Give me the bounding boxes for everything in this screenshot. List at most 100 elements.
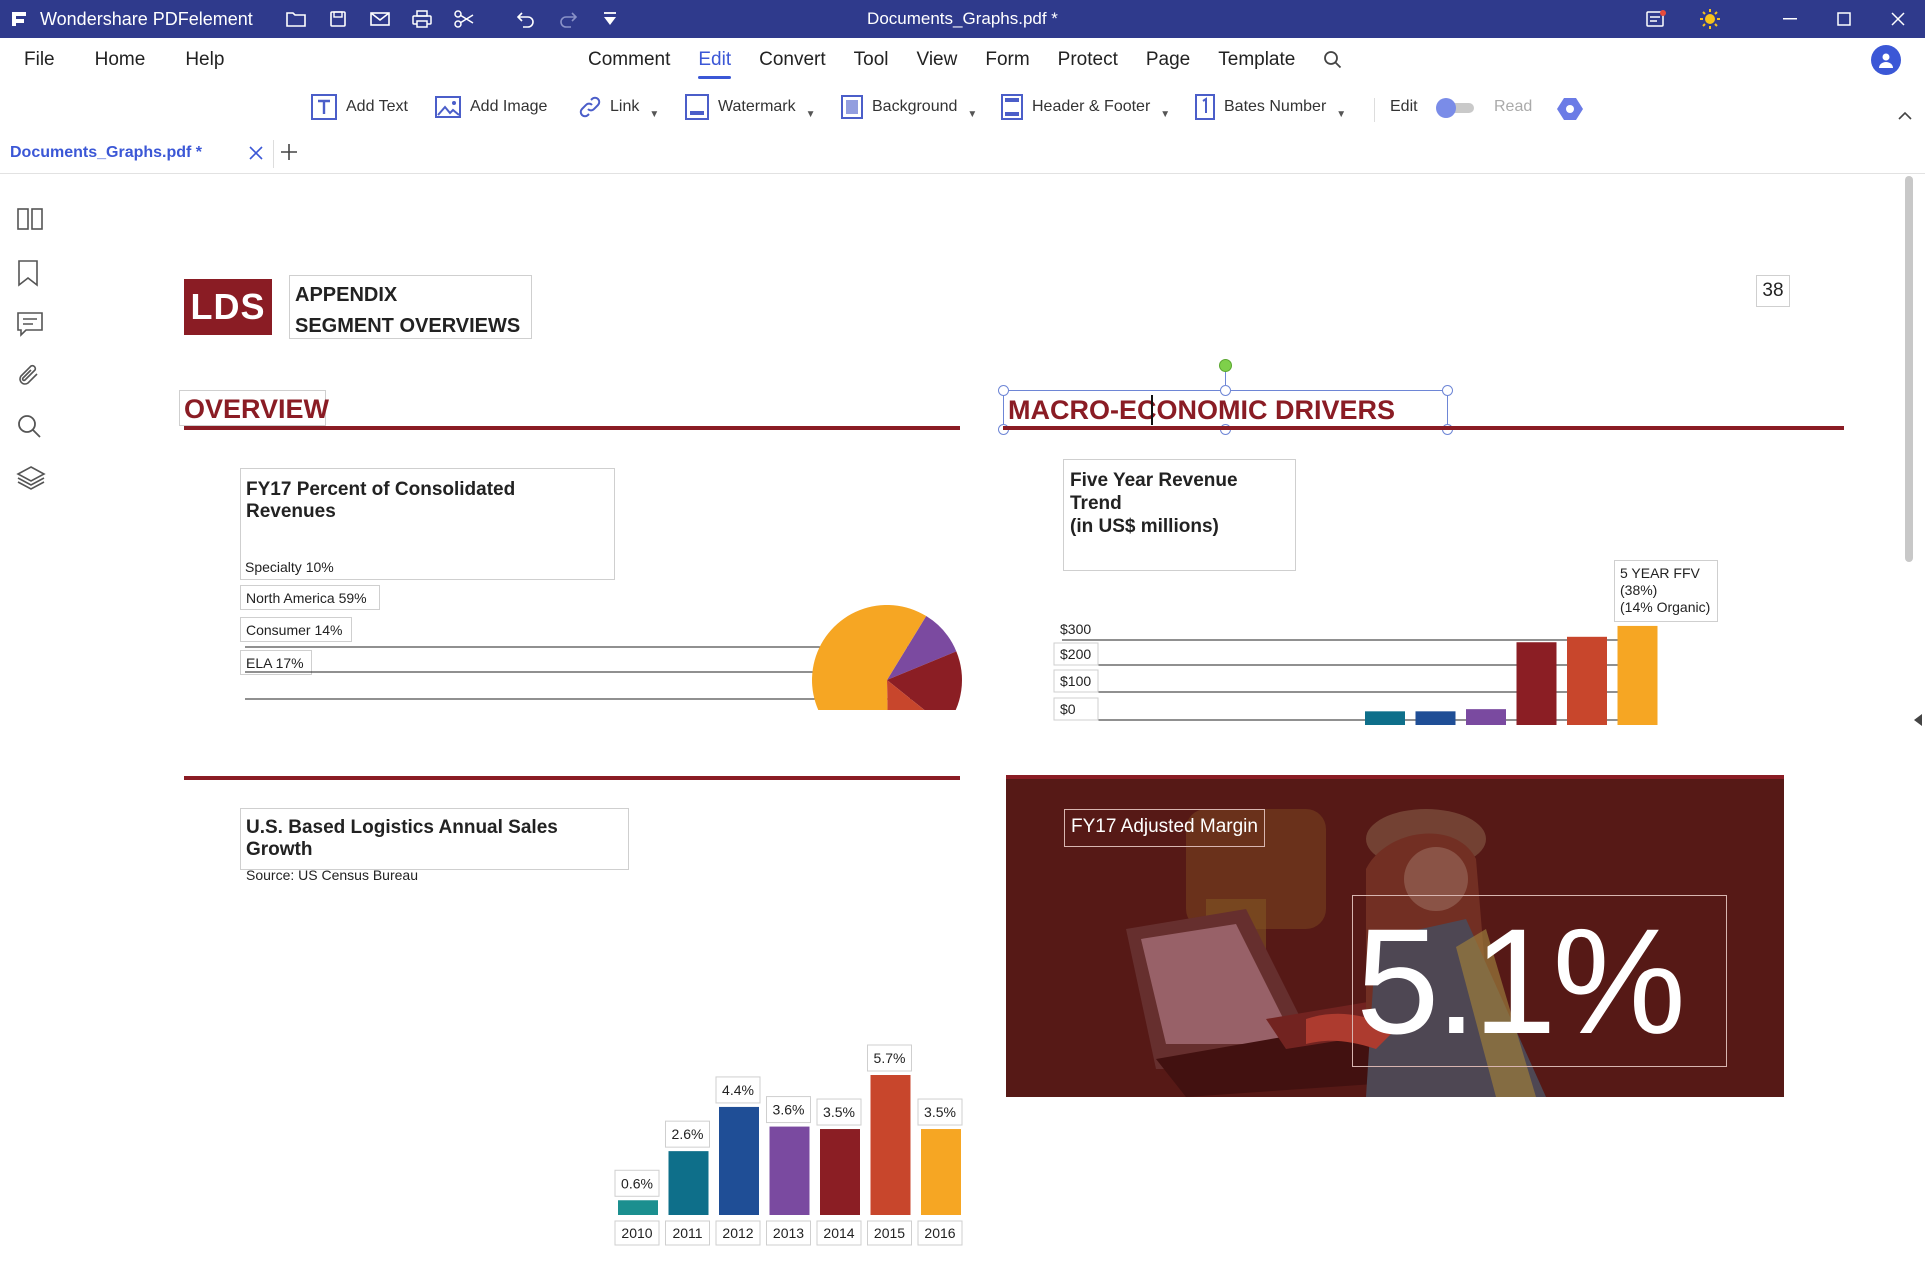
- text-cursor: [1151, 395, 1153, 425]
- close-tab-icon[interactable]: [249, 146, 263, 165]
- logistics-bar-2010: [618, 1200, 658, 1215]
- menu-help[interactable]: Help: [185, 49, 225, 70]
- expand-right-panel-icon[interactable]: [1914, 713, 1922, 731]
- user-avatar-icon[interactable]: [1871, 45, 1901, 75]
- open-folder-icon[interactable]: [275, 0, 317, 38]
- logistics-title-box[interactable]: U.S. Based Logistics Annual Sales Growth…: [240, 808, 629, 883]
- menu-view[interactable]: View: [916, 49, 958, 70]
- logistics-value-box: [867, 1044, 912, 1072]
- ffv-line1: 5 YEAR FFV: [1620, 565, 1700, 581]
- logistics-xtick-label: 2012: [722, 1225, 753, 1241]
- pie-label-consumer[interactable]: Consumer 14%: [240, 617, 352, 642]
- new-tab-icon[interactable]: [280, 143, 298, 166]
- adjusted-margin-label[interactable]: FY17 Adjusted Margin: [1064, 809, 1265, 847]
- link-dropdown-icon[interactable]: ▼: [649, 108, 660, 120]
- email-icon[interactable]: [359, 0, 401, 38]
- minimize-icon[interactable]: [1763, 0, 1817, 38]
- theme-sun-icon[interactable]: [1683, 0, 1737, 38]
- bookmark-icon[interactable]: [16, 259, 46, 289]
- menu-tool[interactable]: Tool: [853, 49, 889, 70]
- revenue-trend-chart: $300$200$100$0FY12FY13FY14FY15FY16FY17: [1053, 621, 1658, 725]
- macro-heading-selection[interactable]: MACRO-ECONOMIC DRIVERS: [998, 359, 1453, 435]
- logistics-value-box: [665, 1120, 710, 1148]
- print-icon[interactable]: [401, 0, 443, 38]
- menu-convert[interactable]: Convert: [759, 49, 826, 70]
- watermark-dropdown-icon[interactable]: ▼: [805, 108, 816, 120]
- redo-icon[interactable]: [547, 0, 589, 38]
- header-footer-button[interactable]: Header & Footer ▼: [1000, 92, 1170, 122]
- overview-heading[interactable]: OVERVIEW: [179, 390, 329, 426]
- layers-icon[interactable]: [16, 465, 46, 495]
- background-button[interactable]: Background ▼: [840, 92, 977, 122]
- trend-ytick-label: $0: [1060, 701, 1076, 717]
- thumbnails-icon[interactable]: [16, 207, 46, 237]
- background-label: Background: [872, 98, 958, 115]
- edit-read-toggle[interactable]: [1436, 98, 1476, 118]
- resize-handle[interactable]: [1220, 385, 1231, 396]
- appendix-heading[interactable]: APPENDIX SEGMENT OVERVIEWS: [289, 275, 532, 339]
- scrollbar-thumb[interactable]: [1905, 176, 1913, 562]
- save-icon[interactable]: [317, 0, 359, 38]
- pie-slice-north-america: [812, 605, 927, 710]
- search-icon[interactable]: [1309, 38, 1357, 82]
- add-image-button[interactable]: Add Image: [434, 92, 547, 122]
- menu-protect[interactable]: Protect: [1057, 49, 1118, 70]
- ai-assistant-icon[interactable]: [1556, 96, 1584, 127]
- trend-chart-title[interactable]: Five Year Revenue Trend (in US$ millions…: [1063, 459, 1296, 571]
- bates-number-label: Bates Number: [1224, 98, 1327, 115]
- menu-page[interactable]: Page: [1145, 49, 1191, 70]
- add-text-icon: [311, 94, 337, 120]
- collapse-ribbon-icon[interactable]: [1898, 108, 1912, 126]
- pie-label-specialty[interactable]: Specialty 10%: [245, 559, 334, 575]
- logistics-value-label: 5.7%: [874, 1050, 906, 1066]
- adjusted-margin-value-box[interactable]: [1352, 895, 1727, 1067]
- watermark-button[interactable]: Watermark ▼: [684, 92, 816, 122]
- tab-documents-graphs[interactable]: Documents_Graphs.pdf *: [10, 144, 203, 161]
- ffv-callout[interactable]: 5 YEAR FFV (38%) (14% Organic): [1614, 560, 1718, 622]
- logistics-value-box: [816, 1098, 862, 1126]
- add-image-label: Add Image: [470, 98, 548, 115]
- close-window-icon[interactable]: [1871, 0, 1925, 38]
- macro-heading[interactable]: MACRO-ECONOMIC DRIVERS: [1008, 395, 1396, 425]
- menu-template[interactable]: Template: [1218, 49, 1296, 70]
- search-panel-icon[interactable]: [16, 413, 46, 443]
- notification-icon[interactable]: [1629, 0, 1683, 38]
- link-button[interactable]: Link ▼: [578, 92, 659, 122]
- resize-handle[interactable]: [1442, 385, 1453, 396]
- trend-title-line2: (in US$ millions): [1070, 516, 1219, 537]
- logistics-bar-2015: [870, 1075, 911, 1215]
- edit-mode-label-wrap: Edit: [1390, 92, 1418, 122]
- attachment-icon[interactable]: [16, 363, 46, 393]
- trend-bar-fy15: [1516, 642, 1557, 725]
- toolbar-divider: [1374, 98, 1375, 122]
- logistics-bar-2013: [769, 1126, 810, 1215]
- menu-form[interactable]: Form: [985, 49, 1030, 70]
- adjusted-margin-value: 5.1%: [1356, 897, 1686, 1065]
- undo-icon[interactable]: [505, 0, 547, 38]
- rotate-handle[interactable]: [1219, 359, 1232, 372]
- pie-chart-title[interactable]: FY17 Percent of Consolidated Revenues: [240, 468, 615, 580]
- background-dropdown-icon[interactable]: ▼: [967, 108, 978, 120]
- trend-bar-fy14: [1466, 709, 1506, 725]
- pie-chart: [245, 605, 962, 710]
- logistics-xtick-label: 2015: [874, 1225, 905, 1241]
- add-text-button[interactable]: Add Text: [310, 92, 408, 122]
- header-footer-dropdown-icon[interactable]: ▼: [1160, 108, 1171, 120]
- pie-label-north-america[interactable]: North America 59%: [240, 585, 380, 610]
- resize-handle[interactable]: [998, 385, 1009, 396]
- bates-number-button[interactable]: Bates Number ▼: [1194, 92, 1346, 122]
- trend-bar-fy16: [1567, 636, 1607, 725]
- pie-label-ela[interactable]: ELA 17%: [240, 650, 312, 675]
- logistics-bar-2012: [719, 1106, 759, 1215]
- menu-home[interactable]: Home: [94, 49, 146, 70]
- ffv-line2: (38%): [1620, 582, 1658, 598]
- menu-file[interactable]: File: [24, 49, 55, 70]
- title-bar: Wondershare PDFelement Documents_Graphs.…: [0, 0, 1925, 38]
- bates-number-dropdown-icon[interactable]: ▼: [1336, 108, 1347, 120]
- menu-edit[interactable]: Edit: [684, 38, 745, 82]
- customize-quick-access-icon[interactable]: [589, 0, 631, 38]
- comment-icon[interactable]: [16, 311, 46, 341]
- maximize-icon[interactable]: [1817, 0, 1871, 38]
- scissors-icon[interactable]: [443, 0, 485, 38]
- menu-comment[interactable]: Comment: [588, 49, 671, 70]
